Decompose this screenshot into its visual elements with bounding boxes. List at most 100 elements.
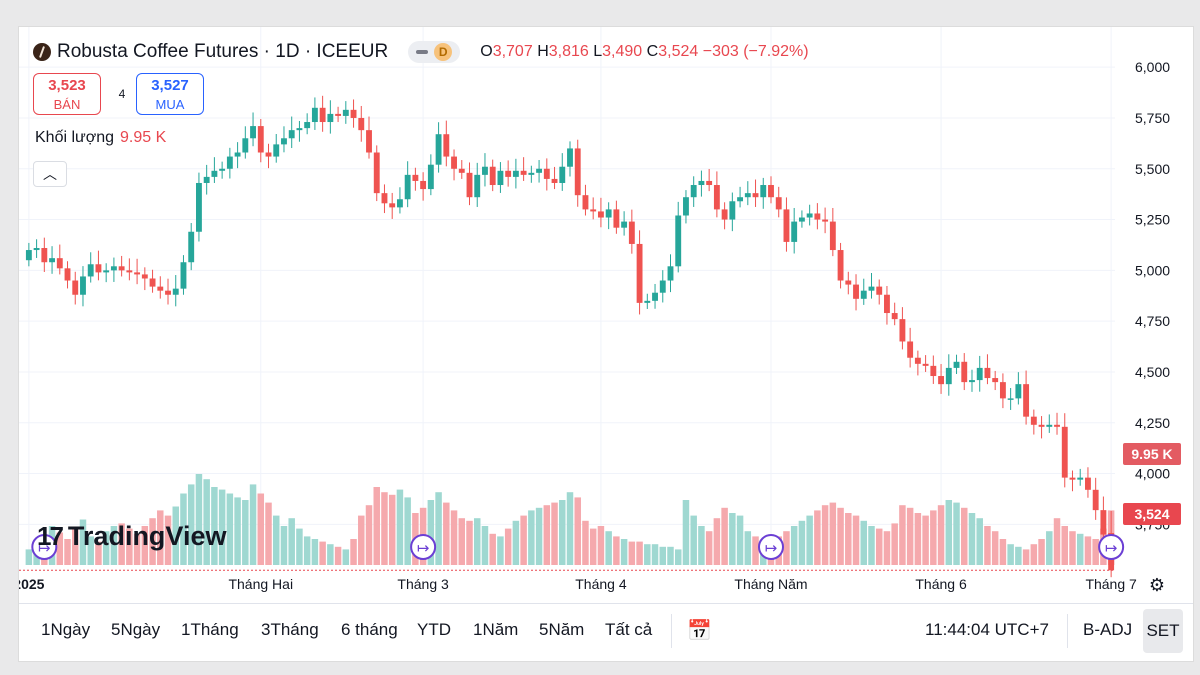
volume-bar [783, 531, 790, 565]
volume-bar [79, 519, 87, 565]
range-button[interactable]: YTD [417, 620, 451, 639]
candle-body [195, 182, 202, 232]
candle-body [474, 174, 481, 198]
volume-bar [164, 515, 172, 565]
candle-body [690, 185, 697, 198]
x-tick-label: Tháng 7 [1085, 576, 1137, 592]
candle-body [33, 248, 40, 251]
clock-time[interactable]: 11:44:04 UTC+7 [925, 620, 1049, 639]
volume-bar [798, 520, 806, 565]
candle-body [659, 280, 666, 293]
candle-body [265, 152, 272, 157]
range-button[interactable]: 6 tháng [341, 620, 398, 639]
buy-button[interactable]: 3,527 MUA [136, 73, 204, 115]
change-readout: −303 (−7.92%) [702, 43, 809, 60]
candle-body [396, 199, 403, 208]
settings-icon[interactable]: ⚙ [1148, 574, 1166, 595]
candle-body [358, 117, 365, 131]
volume-bar [443, 502, 450, 565]
volume-bar [806, 515, 813, 565]
event-marker [1098, 534, 1125, 560]
candle-body [404, 174, 411, 200]
event-marker-arrow: ↦ [38, 539, 51, 557]
volume-bar [597, 526, 605, 565]
candle-body [814, 213, 821, 220]
volume-bar [141, 526, 149, 565]
candle-body [683, 197, 689, 216]
volume-bar [1084, 536, 1092, 565]
candle-body [134, 272, 141, 275]
candle-body [860, 290, 867, 299]
volume-bar [1046, 531, 1053, 565]
candle-body [922, 363, 929, 366]
calendar-icon[interactable]: 📅 [687, 620, 712, 642]
x-tick-label: Tháng Hai [228, 576, 293, 592]
range-button[interactable]: 5Ngày [111, 620, 161, 639]
candle-body [226, 156, 233, 169]
range-button[interactable]: Tất cả [605, 620, 653, 639]
candle-body [373, 152, 380, 194]
candle-body [381, 193, 388, 204]
volume-bar [157, 510, 164, 565]
volume-bar [226, 493, 234, 565]
candle-body [149, 278, 156, 287]
range-button[interactable]: 1Tháng [181, 620, 239, 639]
volume-bar [280, 526, 288, 565]
tradingview-logo[interactable]: 17 TradingView [37, 521, 227, 551]
volume-bar [883, 531, 891, 565]
set-button[interactable]: SET [1143, 609, 1183, 653]
volume-bar [458, 518, 466, 565]
volume-bar [705, 531, 713, 565]
symbol-title[interactable]: Robusta Coffee Futures · 1D · ICEEUR [57, 41, 389, 62]
minus-icon [416, 50, 429, 54]
candle-body [961, 361, 968, 383]
volume-bar [845, 513, 852, 565]
candle-body [420, 180, 427, 190]
candle-body [829, 221, 836, 251]
event-marker-arrow: ↦ [417, 539, 430, 557]
candle-body [1038, 424, 1045, 427]
adj-button[interactable]: B-ADJ [1083, 620, 1133, 639]
y-tick-label: 4,250 [1135, 415, 1170, 431]
range-button[interactable]: 3Tháng [261, 620, 319, 639]
divider [671, 614, 672, 648]
range-button[interactable]: 1Ngày [41, 620, 91, 639]
range-button[interactable]: 5Năm [539, 620, 585, 639]
data-status-pill[interactable]: D [408, 41, 461, 63]
x-tick-label: Tháng 4 [575, 576, 627, 592]
candle-body [412, 174, 419, 181]
volume-bar [504, 528, 512, 565]
candlestick-chart[interactable]: 6,000 5,750 5,500 5,250 5,000 4,750 4,500 4,250… [19, 27, 1193, 603]
candle-body [559, 166, 566, 183]
volume-bar [674, 549, 682, 565]
candle-body [721, 209, 728, 220]
volume-bar [149, 518, 156, 565]
volume-bar [64, 539, 71, 565]
volume-bar [574, 497, 581, 565]
candle-body [891, 313, 898, 320]
candle-body [95, 264, 102, 273]
volume-bar [242, 500, 249, 565]
candle-body [335, 113, 342, 116]
y-tick-label: 4,000 [1135, 466, 1170, 482]
volume-bar [388, 494, 396, 565]
candle-body [713, 185, 720, 210]
volume-bar [211, 487, 218, 565]
volume-bar [736, 515, 744, 565]
collapse-legend-button[interactable]: ︿ [33, 161, 67, 187]
candle-body [636, 243, 643, 303]
sell-button[interactable]: 3,523 BÁN [33, 73, 101, 115]
volume-bar [1022, 549, 1030, 565]
volume-bar [311, 539, 319, 565]
volume-bar [118, 523, 125, 565]
candle-body [543, 168, 550, 179]
volume-bar [582, 520, 589, 565]
candle-body [1061, 426, 1068, 478]
range-button[interactable]: 1Năm [473, 620, 519, 639]
x-tick-label: 2025 [19, 576, 45, 592]
volume-bar [868, 526, 875, 565]
candle-body [443, 134, 450, 157]
volume-bar [234, 497, 241, 565]
volume-bar [535, 507, 543, 565]
volume-bar [543, 505, 551, 565]
